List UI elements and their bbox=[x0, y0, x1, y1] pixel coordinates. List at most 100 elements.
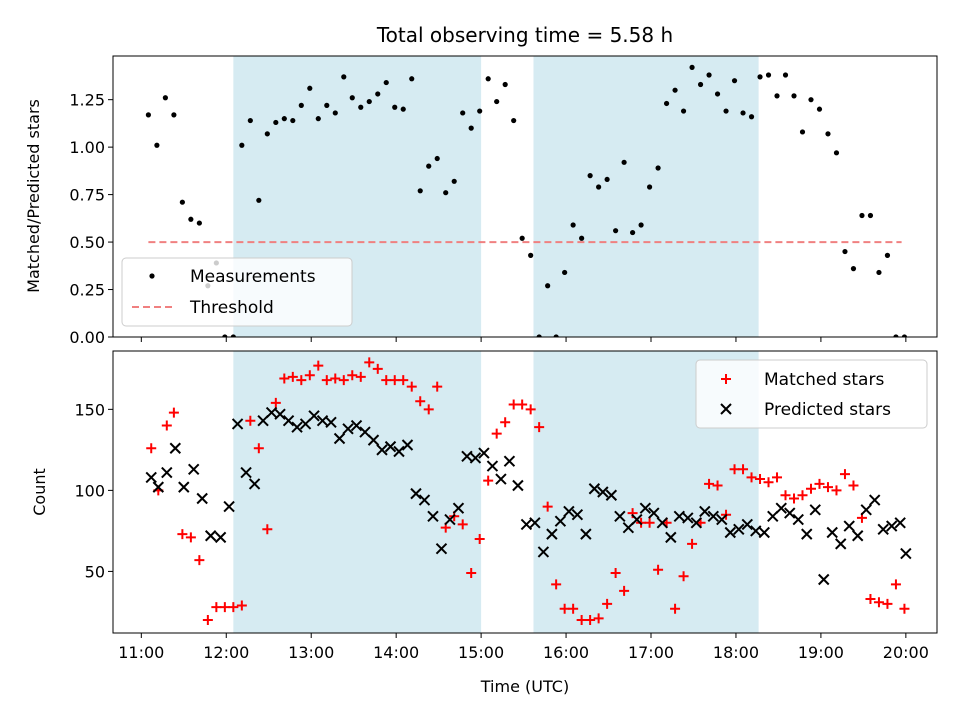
matched-star-point bbox=[228, 602, 239, 613]
predicted-star-point bbox=[291, 421, 303, 433]
measurement-point bbox=[545, 283, 551, 289]
matched-star-point bbox=[610, 568, 621, 579]
x-tick-label: 19:00 bbox=[798, 643, 844, 662]
predicted-star-point bbox=[444, 513, 456, 526]
matched-star-point bbox=[253, 443, 264, 454]
legend-measurements-label: Measurements bbox=[190, 267, 316, 287]
predicted-star-point bbox=[554, 515, 567, 527]
predicted-star-point bbox=[563, 505, 575, 518]
ratio-panel: 0.00 0.25 0.50 0.75 1.00 1.25 Measurements Thre… bbox=[69, 55, 938, 347]
y-tick-label: 1.25 bbox=[69, 91, 105, 110]
measurement-point bbox=[596, 184, 602, 190]
measurement-point bbox=[791, 93, 797, 99]
matched-star-point bbox=[712, 480, 723, 491]
measurement-point bbox=[434, 155, 440, 162]
predicted-star-point bbox=[248, 478, 261, 490]
axes-frame bbox=[112, 350, 938, 634]
predicted-star-point bbox=[316, 414, 329, 427]
count-plot-area bbox=[145, 351, 912, 633]
legend-predicted-marker bbox=[720, 403, 732, 415]
predicted-star-point bbox=[529, 517, 541, 529]
matched-star-point bbox=[670, 603, 681, 614]
matched-star-point bbox=[415, 396, 426, 407]
matched-star-point bbox=[177, 529, 188, 540]
predicted-star-point bbox=[325, 416, 337, 429]
matched-star-point bbox=[245, 415, 256, 426]
measurement-point bbox=[341, 74, 347, 80]
matched-star-point bbox=[146, 443, 157, 454]
matched-star-point bbox=[687, 538, 698, 549]
matched-star-point bbox=[347, 370, 358, 381]
predicted-star-point bbox=[792, 513, 804, 526]
measurement-point bbox=[613, 228, 619, 234]
measurement-point bbox=[706, 72, 712, 78]
predicted-star-point bbox=[367, 434, 380, 446]
matched-star-point bbox=[525, 404, 536, 415]
x-tick-label: 14:00 bbox=[373, 643, 419, 662]
matched-star-point bbox=[755, 474, 766, 485]
matched-star-point bbox=[185, 532, 196, 543]
measurement-point bbox=[782, 72, 789, 78]
predicted-star-point bbox=[486, 460, 499, 472]
matched-star-point bbox=[789, 493, 800, 504]
measurement-point bbox=[528, 252, 534, 258]
measurement-point bbox=[808, 97, 814, 103]
predicted-star-point bbox=[282, 414, 295, 427]
predicted-star-point bbox=[537, 546, 550, 558]
predicted-star-point bbox=[639, 502, 652, 514]
measurement-point bbox=[519, 235, 525, 241]
matched-star-point bbox=[644, 517, 655, 528]
predicted-star-point bbox=[333, 432, 346, 445]
matched-star-point bbox=[517, 399, 528, 410]
measurement-point bbox=[697, 81, 704, 88]
x-tick-label: 18:00 bbox=[713, 643, 759, 662]
predicted-star-point bbox=[401, 439, 414, 451]
legend-threshold-label: Threshold bbox=[189, 298, 274, 318]
matched-star-point bbox=[330, 373, 341, 384]
bottom-y-axis-label: Count bbox=[30, 468, 49, 516]
measurement-point bbox=[748, 114, 755, 120]
measurement-point bbox=[239, 142, 245, 148]
predicted-star-point bbox=[410, 487, 422, 500]
measurement-point bbox=[774, 93, 780, 99]
predicted-star-point bbox=[843, 520, 855, 532]
measurement-point bbox=[358, 104, 364, 110]
measurement-point bbox=[409, 76, 415, 82]
predicted-star-point bbox=[673, 510, 686, 523]
matched-star-point bbox=[508, 399, 519, 410]
matched-star-point bbox=[466, 568, 477, 579]
figure-title: Total observing time = 5.58 h bbox=[376, 23, 673, 47]
matched-star-point bbox=[287, 371, 298, 382]
matched-star-point bbox=[457, 519, 468, 530]
predicted-star-point bbox=[187, 463, 200, 476]
matched-star-point bbox=[559, 603, 570, 614]
matched-star-point bbox=[619, 585, 630, 596]
legend-box bbox=[121, 257, 353, 327]
measurement-point bbox=[171, 112, 177, 118]
predicted-star-point bbox=[885, 520, 898, 532]
measurement-point bbox=[833, 150, 840, 156]
x-tick-label: 12:00 bbox=[203, 643, 249, 662]
measurement-point bbox=[876, 269, 882, 276]
measurement-point bbox=[290, 117, 296, 124]
predicted-star-point bbox=[342, 423, 354, 435]
measurement-point bbox=[689, 64, 695, 70]
measurement-point bbox=[196, 220, 202, 226]
matched-star-point bbox=[678, 571, 689, 582]
measurement-point bbox=[638, 222, 644, 228]
x-tick-label: 11:00 bbox=[118, 643, 164, 662]
measurement-point bbox=[494, 98, 500, 105]
legend-predicted-label: Predicted stars bbox=[764, 400, 891, 420]
measurement-point bbox=[723, 108, 729, 114]
matched-star-point bbox=[738, 464, 749, 475]
matched-star-point bbox=[474, 534, 485, 544]
measurement-point bbox=[332, 110, 338, 116]
predicted-star-point bbox=[265, 406, 278, 419]
measurement-point bbox=[188, 216, 194, 222]
predicted-star-point bbox=[478, 447, 490, 459]
matched-star-point bbox=[805, 483, 816, 494]
measurement-point bbox=[162, 95, 168, 101]
measurement-point bbox=[587, 173, 593, 179]
predicted-star-point bbox=[656, 517, 669, 529]
measurement-point bbox=[264, 131, 270, 137]
